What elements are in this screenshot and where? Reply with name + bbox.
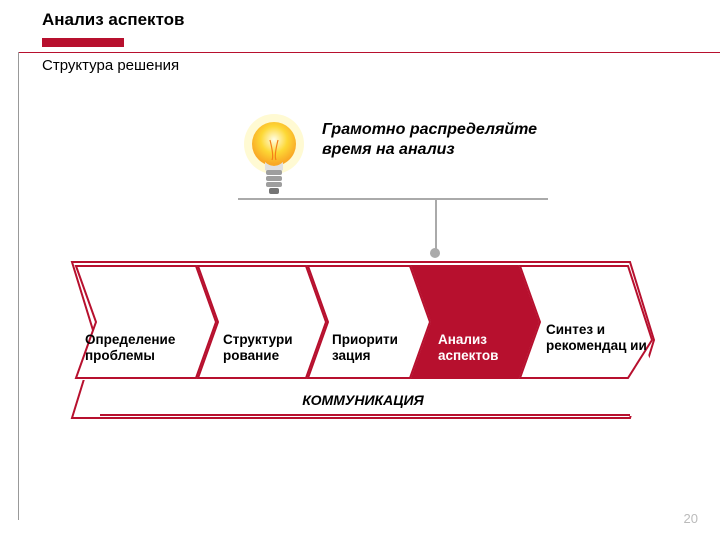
page-number: 20 bbox=[684, 511, 698, 526]
title-underline bbox=[42, 38, 124, 47]
header-hairline bbox=[18, 52, 720, 53]
process-diagram: Определение проблемы Структури рование П… bbox=[70, 260, 656, 420]
pointer-dot bbox=[430, 248, 440, 258]
communication-label: КОММУНИКАЦИЯ bbox=[70, 392, 656, 408]
page-title: Анализ аспектов bbox=[0, 0, 720, 38]
stage-5-label: Синтез и рекомендац ии bbox=[546, 322, 651, 353]
stage-4-label: Анализ аспектов bbox=[438, 332, 536, 363]
stage-2-label: Структури рование bbox=[223, 332, 323, 363]
callout-text: Грамотно распределяйте время на анализ bbox=[322, 120, 572, 160]
callout-rule bbox=[238, 198, 548, 200]
left-border bbox=[18, 52, 19, 520]
lightbulb-icon bbox=[238, 110, 310, 200]
stage-3-label: Приорити зация bbox=[332, 332, 422, 363]
pointer-line bbox=[435, 200, 437, 250]
stage-1-label: Определение проблемы bbox=[85, 332, 199, 363]
